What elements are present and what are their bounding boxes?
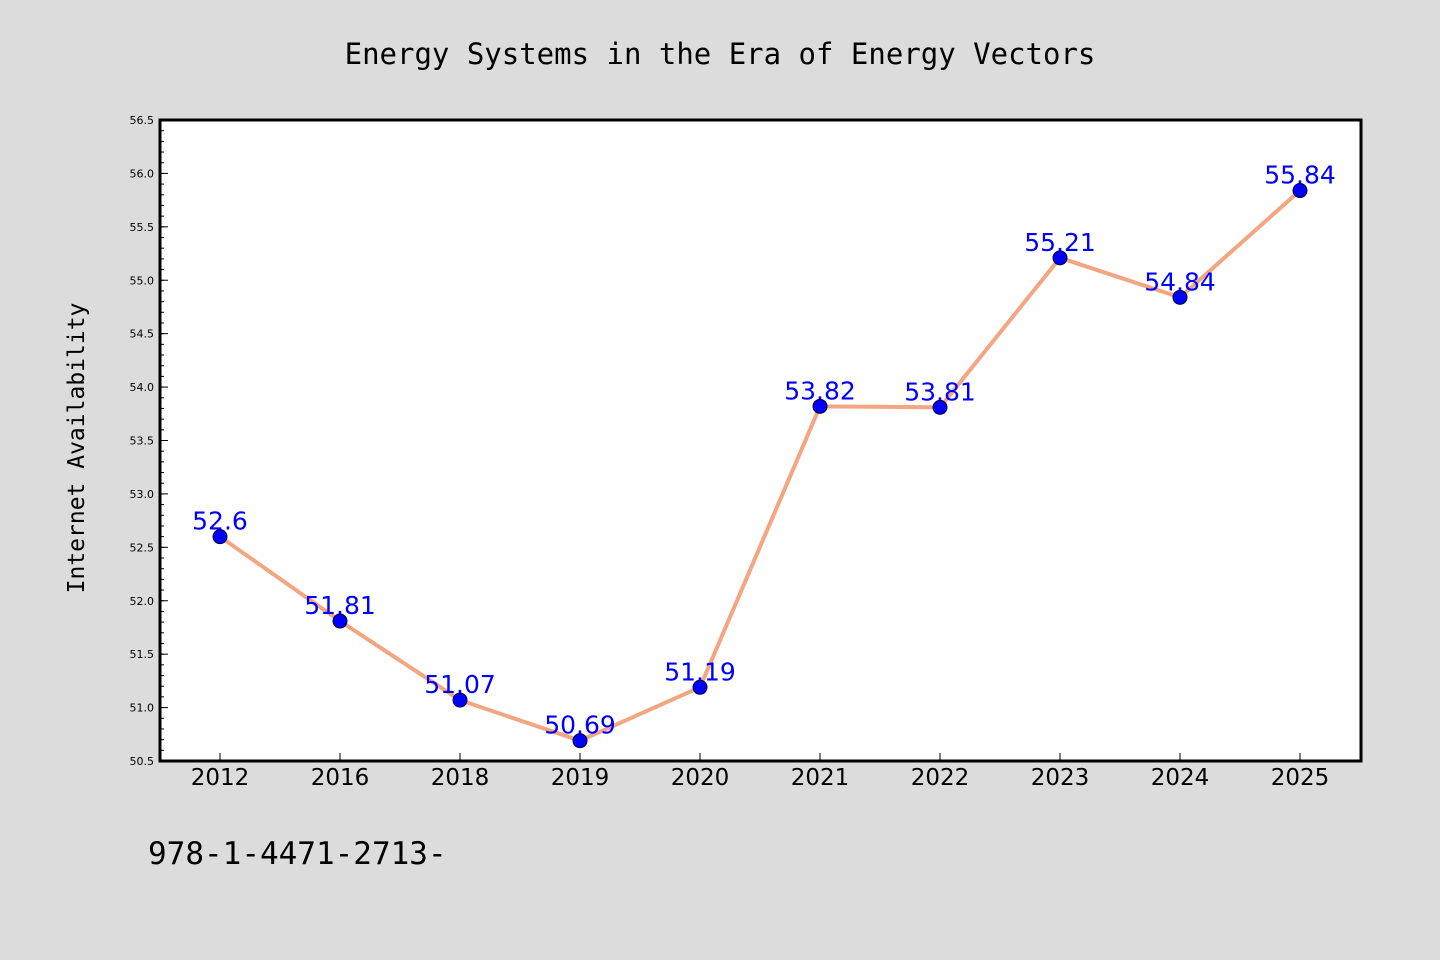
y-tick-label: 52.5: [130, 541, 155, 554]
y-tick-label: 55.5: [130, 221, 155, 234]
data-point: [1052, 250, 1068, 266]
x-tick-label: 2024: [1151, 765, 1210, 791]
y-axis-ticks: 50.5 51.0 51.5 52.0 52.5 53.0 53.5 54.0 54.5 55.0…: [130, 114, 168, 768]
x-tick-label: 2023: [1031, 765, 1090, 791]
data-label: 52.6: [192, 507, 248, 536]
y-tick-label: 55.0: [130, 274, 155, 287]
x-axis-ticks: 2012 2016 2018 2019 2020 2021 2022 2023 2024 2025: [191, 753, 1330, 791]
x-tick-label: 2019: [551, 765, 610, 791]
data-label: 54.84: [1144, 267, 1216, 296]
plot-area: [158, 118, 1363, 763]
data-point: [572, 733, 588, 749]
y-tick-label: 52.0: [130, 595, 155, 608]
data-label: 53.81: [904, 377, 976, 406]
data-point: [692, 679, 708, 695]
x-tick-label: 2016: [311, 765, 370, 791]
y-axis-minor-ticks: [160, 119, 164, 762]
data-point: [932, 399, 948, 415]
isbn-text: 978-1-4471-2713-: [148, 836, 447, 872]
series-line: [218, 188, 1302, 743]
y-tick-label: 51.5: [130, 648, 155, 661]
data-labels: 52.6 51.81 51.07 50.69 51.19 53.82 53.81 55.21 5…: [192, 161, 1336, 740]
x-tick-label: 2020: [671, 765, 730, 791]
y-tick-label: 53.5: [130, 435, 155, 448]
x-tick-label: 2022: [911, 765, 970, 791]
data-label: 51.19: [664, 657, 736, 686]
data-point: [1292, 183, 1308, 199]
y-tick-label: 50.5: [130, 755, 155, 768]
data-label: 55.21: [1024, 228, 1096, 257]
data-point: [812, 398, 828, 414]
x-tick-label: 2018: [431, 765, 490, 791]
data-point: [452, 692, 468, 708]
data-point: [1172, 289, 1188, 305]
y-tick-label: 56.5: [130, 114, 155, 127]
x-tick-label: 2021: [791, 765, 850, 791]
y-tick-label: 54.5: [130, 328, 155, 341]
data-point: [332, 613, 348, 629]
series-markers: [212, 183, 1308, 749]
x-tick-label: 2012: [191, 765, 250, 791]
x-tick-label: 2025: [1271, 765, 1330, 791]
y-tick-label: 54.0: [130, 381, 155, 394]
data-label: 51.81: [304, 591, 376, 620]
y-axis-label: Internet Availability: [64, 303, 90, 594]
y-tick-label: 53.0: [130, 488, 155, 501]
data-label: 51.07: [424, 670, 496, 699]
data-label: 50.69: [544, 711, 616, 740]
data-point: [212, 529, 228, 545]
data-label: 53.82: [784, 376, 856, 405]
y-tick-label: 56.0: [130, 167, 155, 180]
chart-title: Energy Systems in the Era of Energy Vect…: [345, 37, 1096, 71]
y-tick-label: 51.0: [130, 702, 155, 715]
data-label: 55.84: [1264, 161, 1336, 190]
